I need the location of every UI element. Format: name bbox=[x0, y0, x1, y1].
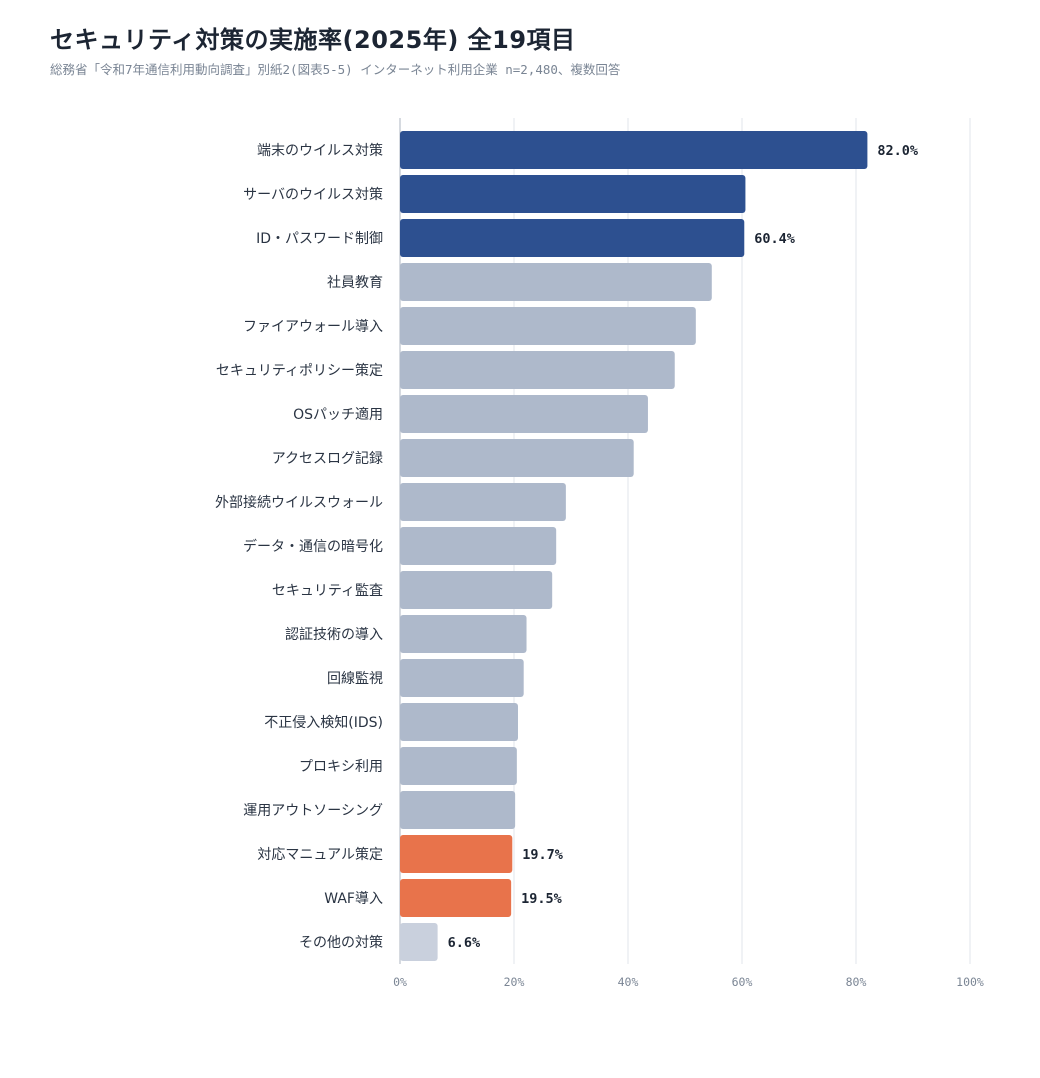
x-tick-label: 80% bbox=[846, 975, 867, 989]
bar bbox=[400, 307, 696, 345]
bar bbox=[400, 571, 553, 609]
bar bbox=[400, 131, 868, 169]
bar bbox=[400, 879, 512, 917]
value-label: 19.5% bbox=[521, 891, 563, 907]
bar bbox=[400, 527, 557, 565]
category-label: セキュリティ監査 bbox=[272, 582, 383, 599]
category-label: データ・通信の暗号化 bbox=[243, 538, 383, 555]
bar bbox=[400, 747, 517, 785]
value-label: 60.4% bbox=[754, 231, 796, 247]
bar bbox=[400, 439, 634, 477]
bar bbox=[400, 659, 524, 697]
category-label: 対応マニュアル策定 bbox=[257, 846, 383, 863]
category-label: 不正侵入検知(IDS) bbox=[264, 714, 383, 731]
value-label: 82.0% bbox=[877, 143, 919, 159]
x-tick-label: 20% bbox=[504, 975, 525, 989]
category-label: プロキシ利用 bbox=[299, 759, 383, 775]
category-label: 回線監視 bbox=[327, 670, 383, 687]
x-tick-label: 0% bbox=[393, 975, 407, 989]
bar bbox=[400, 923, 438, 961]
chart-subtitle: 総務省「令和7年通信利用動向調査」別紙2(図表5-5) インターネット利用企業 … bbox=[50, 62, 621, 77]
category-label: セキュリティポリシー策定 bbox=[216, 362, 383, 379]
bar bbox=[400, 395, 648, 433]
value-label: 6.6% bbox=[448, 935, 481, 951]
category-label: アクセスログ記録 bbox=[272, 450, 383, 467]
bars bbox=[400, 131, 868, 961]
category-label: 社員教育 bbox=[327, 275, 383, 291]
bar bbox=[400, 615, 527, 653]
bar bbox=[400, 219, 745, 257]
value-label: 19.7% bbox=[522, 847, 564, 863]
category-label: WAF導入 bbox=[324, 891, 383, 907]
category-label: 端末のウイルス対策 bbox=[257, 142, 383, 159]
bar bbox=[400, 483, 566, 521]
category-label: OSパッチ適用 bbox=[293, 406, 383, 423]
bar bbox=[400, 175, 746, 213]
bar bbox=[400, 791, 516, 829]
category-label: その他の対策 bbox=[299, 934, 383, 951]
x-axis-ticks: 0% 20% 40% 60% 80% 100% bbox=[393, 975, 984, 989]
bar bbox=[400, 703, 518, 741]
chart-title: セキュリティ対策の実施率(2025年) 全19項目 bbox=[50, 26, 576, 54]
category-label: 外部接続ウイルスウォール bbox=[215, 494, 383, 511]
bar bbox=[400, 263, 712, 301]
category-label: ファイアウォール導入 bbox=[243, 319, 383, 335]
value-labels: 82.0% 60.4% 19.7% 19.5% 6.6% bbox=[448, 143, 919, 951]
x-tick-label: 100% bbox=[956, 975, 984, 989]
category-label: サーバのウイルス対策 bbox=[243, 186, 383, 203]
bar bbox=[400, 835, 513, 873]
x-tick-label: 40% bbox=[618, 975, 639, 989]
category-label: 運用アウトソーシング bbox=[243, 803, 383, 819]
category-label: 認証技術の導入 bbox=[285, 627, 383, 643]
bar bbox=[400, 351, 675, 389]
x-tick-label: 60% bbox=[732, 975, 753, 989]
category-label: ID・パスワード制御 bbox=[256, 231, 383, 247]
